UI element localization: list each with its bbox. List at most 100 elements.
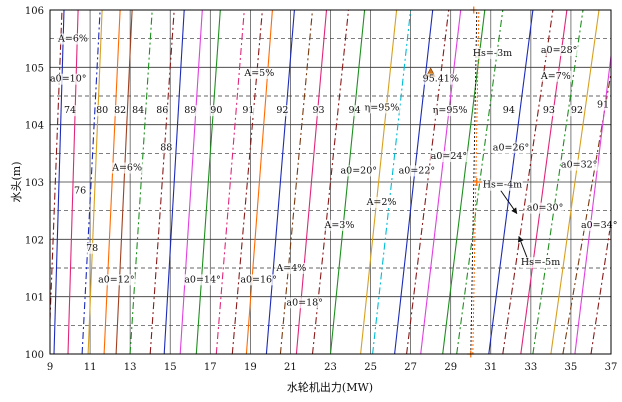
chart-annotation: 80 [96, 105, 108, 116]
star-marker [472, 178, 481, 186]
x-tick-label: 29 [444, 362, 457, 373]
x-tick-label: 35 [565, 362, 578, 373]
chart-annotation: a0=14° [184, 274, 221, 285]
guide-vane-opening-line [456, 10, 504, 354]
efficiency-line [295, 10, 328, 354]
annotation-background [97, 274, 136, 286]
annotation-background [348, 105, 362, 117]
efficiency-line [420, 10, 462, 354]
annotation-background [430, 151, 468, 163]
chart-annotation: a0=22° [399, 165, 436, 176]
annotation-layer: A=6% a0=10° 74 80 82 84 86 89 90 91 92 93 94 A=5% η=95… [49, 33, 618, 309]
annotation-background [155, 105, 169, 117]
efficiency-line [550, 10, 600, 354]
chart-annotation: a0=30° [527, 203, 564, 214]
chart-annotation: a0=10° [50, 74, 87, 85]
chart-annotation: a0=32° [561, 160, 598, 171]
annotation-background [540, 45, 578, 56]
guide-vane-opening-line [215, 10, 245, 354]
x-axis-title: 水轮机出力(MW) [287, 380, 373, 394]
guide-vane-opening-line [562, 73, 611, 354]
guide-vane-opening-line [372, 10, 412, 354]
annotation-background [56, 33, 89, 45]
chart-annotation: a0=34° [581, 220, 618, 231]
efficiency-line [115, 10, 133, 354]
annotation-background [209, 105, 223, 117]
annotation-background [570, 105, 584, 117]
efficiency-line [163, 10, 185, 354]
annotation-background [239, 274, 278, 286]
efficiency-line [67, 10, 79, 354]
chart-annotation: a0=26° [493, 142, 530, 153]
chart-annotation: 94 [349, 105, 361, 116]
annotation-background [482, 179, 523, 191]
guide-vane-opening-line [590, 222, 611, 354]
chart-annotation: 94 [503, 105, 515, 116]
x-tick-label: 33 [524, 362, 537, 373]
chart-annotation: 93 [312, 105, 324, 116]
chart-annotation: 84 [132, 105, 144, 116]
x-tick-label: 11 [84, 362, 97, 373]
chart-annotation: A=6% [111, 163, 142, 174]
annotation-background [95, 105, 109, 117]
annotation-background [274, 262, 307, 274]
guide-vane-opening-line [129, 10, 153, 354]
x-tick-label: 19 [244, 362, 257, 373]
y-tick-label: 102 [25, 235, 44, 246]
chart-annotation: 91 [597, 99, 609, 110]
annotation-background [285, 297, 324, 309]
efficiency-line [245, 10, 273, 354]
chart-annotation: η=95% [433, 105, 468, 116]
annotation-background [311, 105, 326, 117]
efficiency-line [265, 10, 295, 354]
efficiency-line [103, 10, 121, 354]
x-tick-label: 23 [324, 362, 337, 373]
annotation-background [472, 47, 513, 59]
y-tick-label: 103 [25, 178, 44, 189]
efficiency-line [179, 10, 203, 354]
guide-vane-opening-line [231, 10, 263, 354]
annotation-background [113, 105, 127, 117]
chart-annotation: 89 [184, 105, 196, 116]
chart-annotation: 88 [160, 142, 172, 153]
x-tick-label: 31 [484, 362, 497, 373]
chart-annotation: 92 [571, 105, 583, 116]
annotation-background [340, 165, 378, 177]
x-tick-label: 27 [404, 362, 417, 373]
annotation-background [275, 105, 289, 117]
y-tick-label: 105 [25, 63, 44, 74]
chart-annotation: 86 [156, 105, 168, 116]
chart-annotation: η=95% [365, 102, 400, 113]
chart-annotation: a0=16° [240, 274, 277, 285]
chart-annotation: Hs=-3m [473, 48, 512, 59]
chart-annotation: 82 [114, 105, 126, 116]
plot-frame [49, 9, 612, 355]
annotation-background [539, 70, 572, 82]
x-tick-label: 25 [364, 362, 377, 373]
annotation-background [542, 105, 556, 117]
grid-layer [49, 9, 612, 355]
annotation-background [63, 105, 77, 117]
annotation-background [364, 102, 400, 114]
efficiency-line [360, 10, 398, 354]
chart-annotation: 93 [543, 105, 555, 116]
y-tick-label: 106 [25, 6, 44, 17]
guide-vane-opening-line [532, 10, 584, 354]
annotation-background [322, 219, 355, 231]
chart-annotation: Hs=-5m [521, 257, 560, 268]
efficiency-line [329, 10, 366, 354]
annotation-background [398, 165, 436, 177]
annotation-background [73, 185, 87, 197]
chart-annotation: 76 [74, 185, 86, 196]
annotation-background [110, 162, 143, 174]
curves-layer [50, 10, 611, 354]
chart-annotation: 91 [242, 105, 254, 116]
efficiency-line [394, 10, 434, 354]
chart-annotation: 90 [210, 105, 222, 116]
annotation-background [131, 105, 145, 117]
annotation-background [242, 67, 275, 79]
x-tick-label: 21 [284, 362, 297, 373]
guide-vane-opening-line [406, 10, 450, 354]
chart-annotation: 95.41% [423, 74, 459, 85]
